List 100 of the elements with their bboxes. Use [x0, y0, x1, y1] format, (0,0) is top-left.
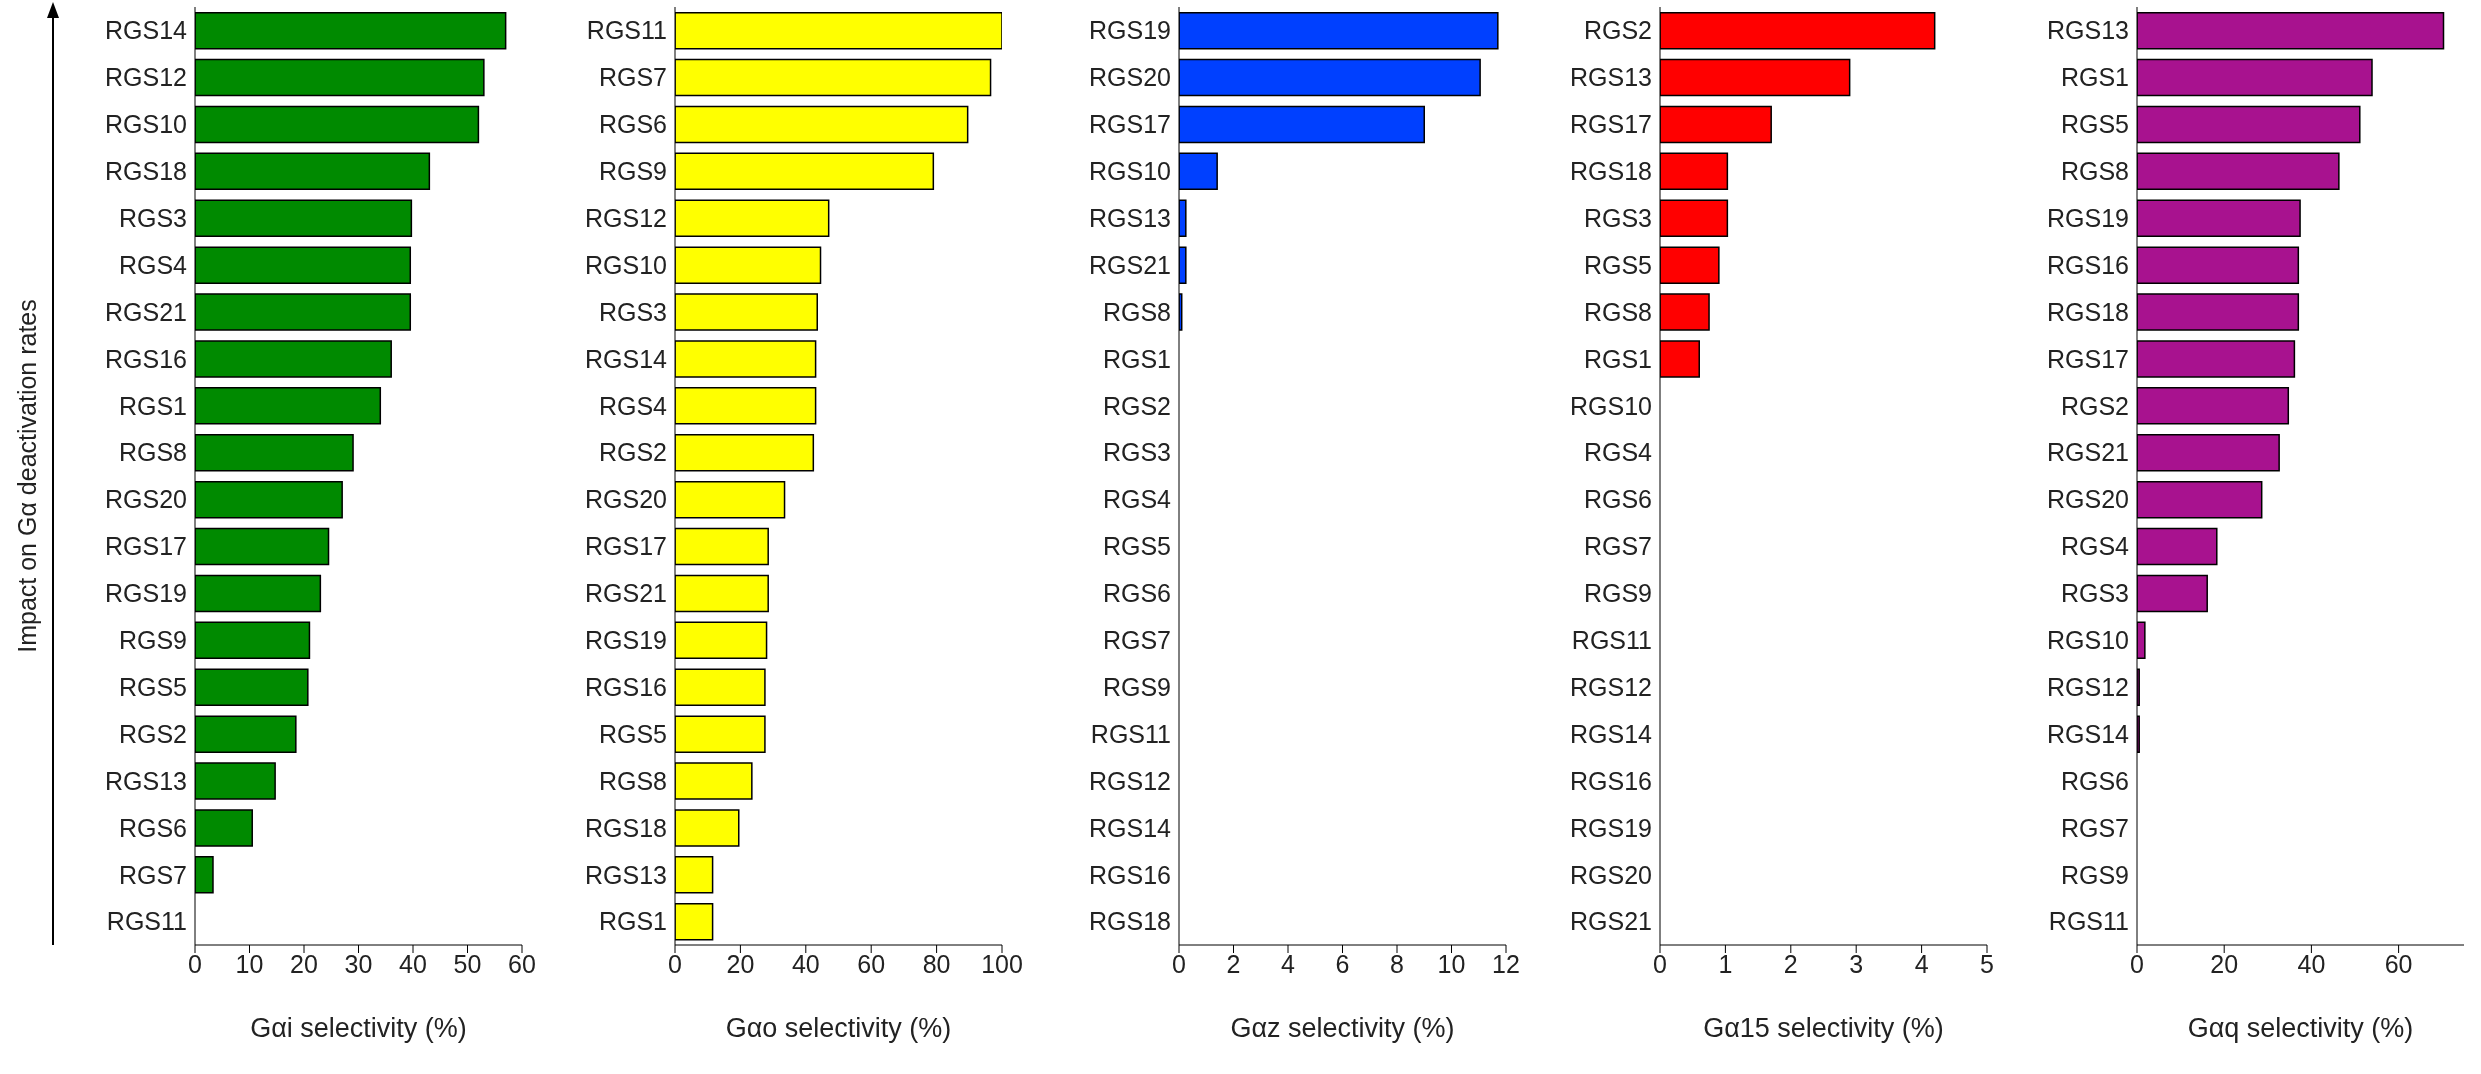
y-tick-label: RGS12: [105, 63, 187, 92]
y-tick-label: RGS1: [598, 907, 667, 936]
y-tick-label: RGS2: [2060, 391, 2129, 420]
y-tick-label: RGS6: [118, 813, 187, 842]
y-tick-label: RGS12: [585, 203, 667, 232]
y-tick-label: RGS11: [586, 16, 667, 45]
y-tick-label: RGS10: [585, 250, 667, 279]
x-tick-label: 0: [1172, 949, 1186, 978]
y-tick-label: RGS8: [598, 766, 667, 795]
y-tick-label: RGS1: [1102, 344, 1171, 373]
y-tick-label: RGS4: [2060, 532, 2130, 561]
y-tick-label: RGS18: [105, 157, 187, 186]
y-tick-label: RGS9: [2060, 860, 2129, 889]
x-tick-label: 0: [668, 949, 682, 978]
y-tick-label: RGS7: [118, 860, 187, 889]
y-tick-label: RGS18: [585, 813, 667, 842]
x-tick-label: 80: [922, 949, 951, 978]
y-tick-label: RGS7: [598, 63, 667, 92]
y-tick-label: RGS19: [2047, 203, 2129, 232]
x-tick-label: 4: [1914, 949, 1929, 978]
y-tick-label: RGS4: [1583, 438, 1653, 467]
y-tick-label: RGS16: [1089, 860, 1171, 889]
x-tick-label: 2: [1226, 949, 1241, 978]
y-tick-label: RGS4: [1102, 485, 1172, 514]
y-tick-label: RGS20: [585, 485, 667, 514]
x-tick-label: 40: [399, 949, 427, 978]
y-tick-label: RGS13: [585, 860, 667, 889]
y-tick-label: RGS14: [585, 344, 668, 373]
y-tick-label: RGS8: [2060, 157, 2129, 186]
y-tick-label: RGS20: [2047, 485, 2129, 514]
y-tick-label: RGS11: [2048, 907, 2129, 936]
y-tick-label: RGS10: [1089, 157, 1171, 186]
y-tick-label: RGS1: [2060, 63, 2129, 92]
y-tick-label: RGS3: [118, 203, 187, 232]
y-tick-label: RGS4: [598, 391, 668, 420]
y-tick-label: RGS16: [105, 344, 187, 373]
x-tick-label: 30: [344, 949, 373, 978]
y-tick-label: RGS18: [1570, 157, 1652, 186]
x-tick-label: 100: [981, 949, 1023, 978]
y-tick-label: RGS18: [1089, 907, 1171, 936]
y-tick-label: RGS9: [598, 157, 667, 186]
y-tick-label: RGS14: [2047, 719, 2130, 748]
y-tick-label: RGS16: [1570, 766, 1652, 795]
y-tick-label: RGS9: [1583, 579, 1652, 608]
y-tick-label: RGS8: [1583, 297, 1652, 326]
x-tick-label: 20: [2210, 949, 2239, 978]
x-tick-label: 1: [1718, 949, 1733, 978]
x-tick-label: 0: [2130, 949, 2144, 978]
y-tick-label: RGS10: [2047, 626, 2129, 655]
y-tick-label: RGS17: [1570, 110, 1652, 139]
y-tick-label: RGS4: [118, 250, 188, 279]
x-axis-title: Gαi selectivity (%): [250, 1013, 467, 1043]
x-tick-label: 12: [1492, 949, 1520, 978]
y-tick-label: RGS21: [105, 297, 187, 326]
x-tick-label: 3: [1849, 949, 1864, 978]
y-tick-label: RGS6: [598, 110, 667, 139]
x-tick-label: 60: [508, 949, 536, 978]
y-tick-label: RGS12: [1089, 766, 1171, 795]
y-tick-label: RGS19: [105, 579, 187, 608]
y-tick-label: RGS5: [2060, 110, 2129, 139]
y-tick-label: RGS17: [2047, 344, 2129, 373]
y-tick-label: RGS9: [118, 626, 187, 655]
y-tick-label: RGS17: [585, 532, 667, 561]
x-tick-label: 4: [1281, 949, 1296, 978]
y-tick-label: RGS5: [598, 719, 667, 748]
y-tick-label: RGS13: [2047, 16, 2129, 45]
y-tick-label: RGS13: [1570, 63, 1652, 92]
x-tick-label: 2: [1783, 949, 1798, 978]
x-axis-title: Gαz selectivity (%): [1230, 1013, 1455, 1043]
x-tick-label: 6: [1335, 949, 1350, 978]
y-tick-label: RGS11: [1090, 719, 1171, 748]
y-tick-label: RGS2: [1583, 16, 1652, 45]
x-axis-title: Gαo selectivity (%): [725, 1013, 952, 1043]
y-tick-label: RGS6: [1583, 485, 1652, 514]
y-tick-label: RGS10: [105, 110, 187, 139]
y-tick-label: RGS19: [1089, 16, 1171, 45]
y-tick-label: RGS21: [1089, 250, 1171, 279]
y-tick-label: RGS6: [1102, 579, 1171, 608]
y-tick-label: RGS7: [1102, 626, 1171, 655]
x-tick-label: 10: [235, 949, 264, 978]
y-tick-label: RGS16: [585, 672, 667, 701]
y-tick-label: RGS11: [1571, 626, 1652, 655]
x-tick-label: 20: [290, 949, 318, 978]
y-tick-label: RGS3: [2060, 579, 2129, 608]
y-tick-label: RGS5: [1583, 250, 1652, 279]
y-tick-label: RGS16: [2047, 250, 2129, 279]
y-tick-label: RGS1: [1583, 344, 1652, 373]
y-axis-title: Impact on Gα deactivation rates: [13, 299, 41, 653]
x-tick-label: 40: [2297, 949, 2326, 978]
x-tick-label: 0: [188, 949, 202, 978]
y-tick-label: RGS9: [1102, 672, 1171, 701]
y-tick-label: RGS21: [585, 579, 667, 608]
y-tick-label: RGS2: [118, 719, 187, 748]
x-axis-title: Gα15 selectivity (%): [1703, 1013, 1944, 1043]
y-tick-label: RGS14: [1570, 719, 1653, 748]
y-tick-label: RGS14: [105, 16, 188, 45]
y-tick-label: RGS13: [1089, 203, 1171, 232]
y-tick-label: RGS11: [106, 907, 187, 936]
y-tick-label: RGS13: [105, 766, 187, 795]
y-tick-label: RGS20: [1089, 63, 1171, 92]
